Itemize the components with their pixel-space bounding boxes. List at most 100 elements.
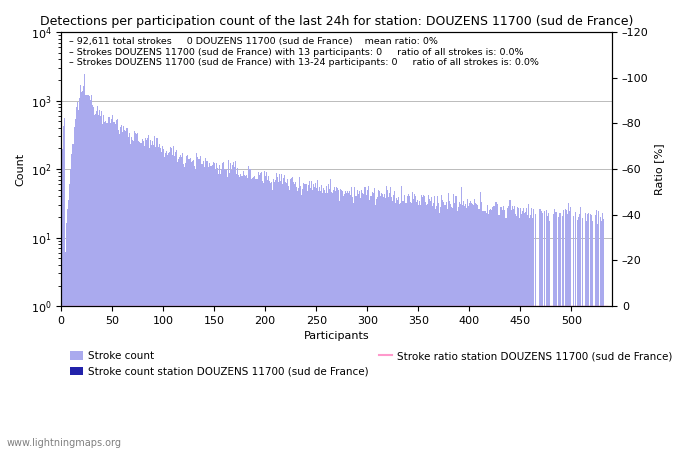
Bar: [444, 205, 445, 450]
Bar: [283, 178, 284, 450]
Bar: [162, 148, 164, 450]
Bar: [287, 179, 288, 450]
Bar: [431, 197, 432, 450]
Bar: [422, 197, 423, 450]
Bar: [329, 189, 330, 450]
Bar: [285, 182, 286, 450]
Bar: [77, 102, 78, 450]
Bar: [233, 162, 234, 450]
Bar: [566, 210, 567, 450]
Bar: [439, 213, 440, 450]
Bar: [281, 174, 282, 450]
Text: – 92,611 total strokes     0 DOUZENS 11700 (sud de France)    mean ratio: 0%
– S: – 92,611 total strokes 0 DOUZENS 11700 (…: [69, 37, 539, 67]
Bar: [80, 86, 81, 450]
Bar: [73, 144, 74, 450]
Bar: [527, 215, 528, 450]
Bar: [307, 185, 309, 450]
Bar: [456, 211, 458, 450]
Bar: [315, 183, 316, 450]
Bar: [183, 164, 184, 450]
Bar: [541, 211, 542, 450]
Bar: [387, 190, 388, 450]
Bar: [565, 209, 566, 450]
Bar: [452, 208, 454, 450]
Bar: [603, 220, 605, 450]
Bar: [420, 205, 421, 450]
Bar: [546, 210, 547, 450]
Bar: [344, 194, 345, 450]
Bar: [499, 215, 500, 450]
Bar: [440, 207, 441, 450]
Bar: [475, 203, 476, 450]
Bar: [503, 207, 505, 450]
Bar: [214, 163, 215, 450]
Bar: [298, 188, 300, 450]
Bar: [482, 211, 483, 450]
Bar: [302, 189, 303, 450]
Bar: [498, 215, 499, 450]
Bar: [271, 182, 272, 450]
Bar: [421, 195, 422, 450]
Bar: [449, 201, 450, 450]
Bar: [88, 95, 89, 450]
Bar: [423, 194, 424, 450]
Bar: [382, 194, 383, 450]
Bar: [125, 130, 126, 450]
Bar: [211, 165, 213, 450]
Bar: [405, 203, 407, 450]
Bar: [388, 197, 389, 450]
Bar: [89, 96, 90, 450]
Bar: [289, 190, 290, 450]
Bar: [340, 189, 341, 450]
Bar: [62, 126, 64, 450]
Bar: [542, 213, 543, 450]
Bar: [530, 215, 531, 450]
Stroke ratio station DOUZENS 11700 (sud de France): [206, 303, 214, 309]
Bar: [198, 159, 200, 450]
Bar: [188, 159, 189, 450]
Bar: [490, 209, 491, 450]
Bar: [337, 188, 338, 450]
Bar: [174, 156, 175, 450]
Bar: [433, 202, 434, 450]
Bar: [187, 155, 188, 450]
Bar: [346, 193, 347, 450]
Bar: [522, 211, 523, 450]
Bar: [322, 193, 323, 450]
Bar: [580, 207, 581, 450]
Bar: [166, 151, 167, 450]
Bar: [153, 144, 155, 450]
Stroke ratio station DOUZENS 11700 (sud de France): [496, 303, 504, 309]
Bar: [505, 218, 507, 450]
Bar: [351, 188, 352, 450]
Bar: [411, 203, 412, 450]
Bar: [94, 115, 95, 450]
Stroke ratio station DOUZENS 11700 (sud de France): [208, 303, 216, 309]
Bar: [202, 164, 204, 450]
Stroke ratio station DOUZENS 11700 (sud de France): [58, 303, 66, 309]
Bar: [434, 196, 435, 450]
Bar: [256, 179, 258, 450]
Bar: [251, 179, 253, 450]
Bar: [199, 159, 200, 450]
Bar: [573, 216, 574, 450]
Bar: [304, 184, 305, 450]
Bar: [314, 187, 315, 450]
Bar: [71, 154, 72, 450]
Bar: [454, 203, 456, 450]
Bar: [509, 200, 510, 450]
Bar: [403, 202, 405, 450]
Bar: [272, 190, 273, 450]
Bar: [474, 199, 475, 450]
Bar: [99, 110, 100, 450]
Bar: [224, 169, 225, 450]
Bar: [66, 209, 68, 450]
Bar: [375, 205, 376, 450]
Bar: [425, 202, 426, 450]
Bar: [578, 217, 579, 450]
Bar: [206, 162, 207, 450]
Bar: [148, 135, 149, 450]
Bar: [168, 153, 169, 450]
Bar: [568, 203, 569, 450]
Bar: [243, 171, 244, 450]
